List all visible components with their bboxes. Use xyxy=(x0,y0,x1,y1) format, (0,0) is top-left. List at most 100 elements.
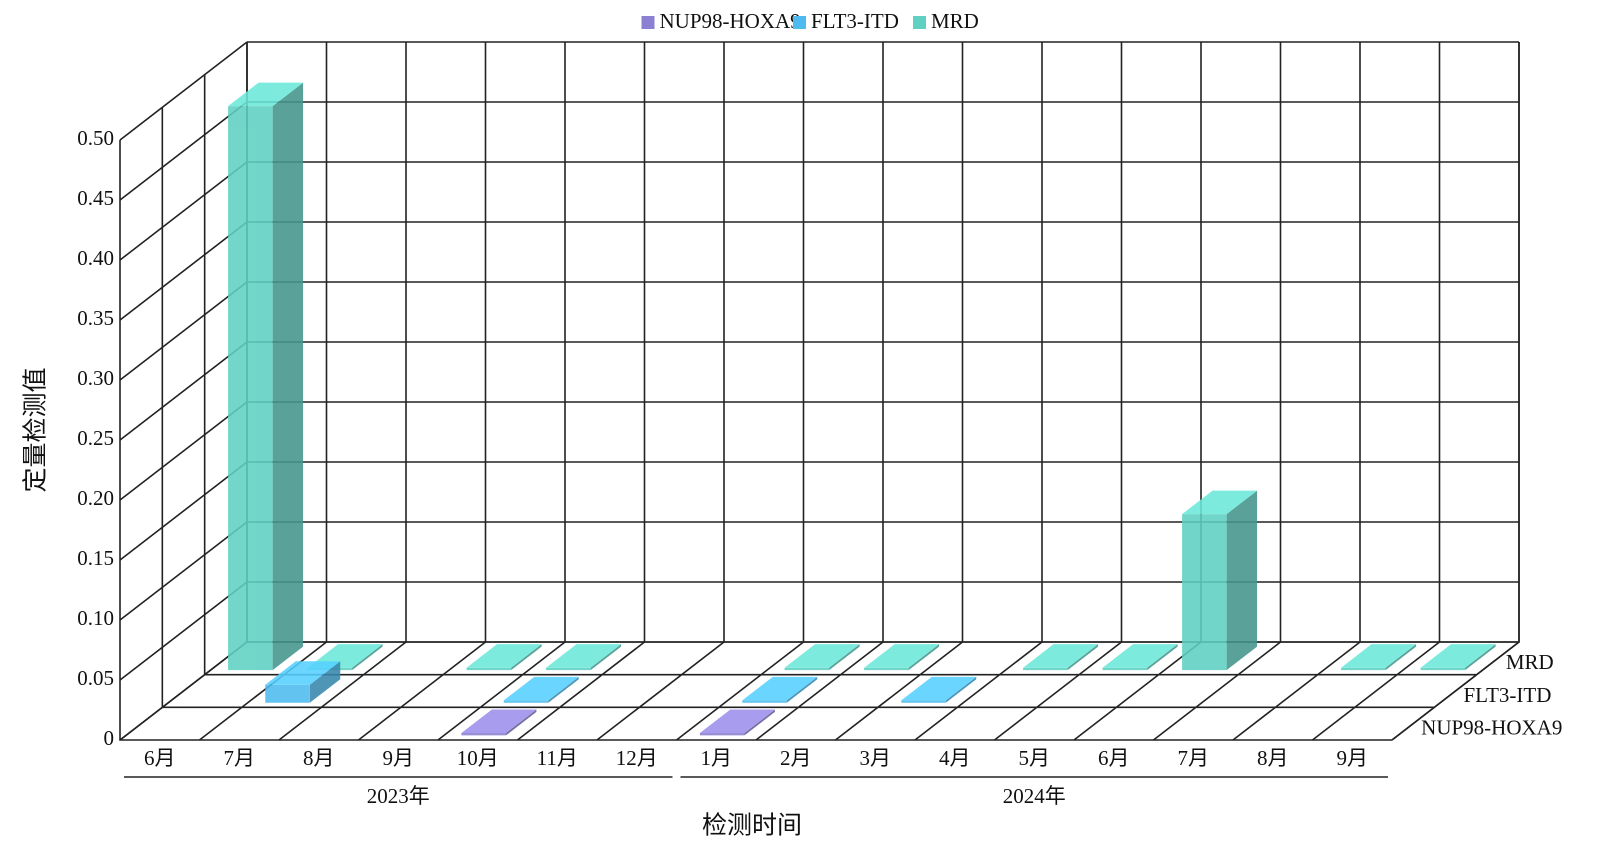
bar-front xyxy=(699,733,745,736)
bar-front xyxy=(1341,667,1386,671)
bar-side xyxy=(744,709,775,736)
bar-top xyxy=(1420,644,1496,668)
grid-line xyxy=(119,461,248,561)
y-tick-label: 0.25 xyxy=(77,426,114,450)
x-tick-label: 6月 xyxy=(144,746,176,770)
y-tick-label: 0.15 xyxy=(77,546,114,570)
bar-front xyxy=(265,684,310,703)
x-group-label: 2024年 xyxy=(1003,784,1066,808)
y-tick-label: 0.35 xyxy=(77,306,114,330)
legend-label: MRD xyxy=(931,9,979,33)
x-group-label: 2023年 xyxy=(367,784,430,808)
bar-side xyxy=(1226,490,1258,671)
x-tick-label: 2月 xyxy=(780,746,812,770)
bar-side xyxy=(1147,644,1178,671)
bar xyxy=(466,644,542,671)
y-tick-label: 0.40 xyxy=(77,246,114,270)
y-tick-label: 0.20 xyxy=(77,486,114,510)
floor-column-line xyxy=(994,641,1122,741)
legend-swatch xyxy=(913,16,926,29)
floor-column-line xyxy=(676,641,804,741)
depth-axis-label: FLT3-ITD xyxy=(1464,683,1552,707)
x-tick-label: 7月 xyxy=(224,746,256,770)
bar-top xyxy=(864,644,940,668)
x-tick-label: 8月 xyxy=(1257,746,1289,770)
floor-column-line xyxy=(517,641,645,741)
grid-line xyxy=(119,281,248,381)
bar-top xyxy=(466,644,542,668)
bar-front xyxy=(1420,667,1466,671)
grid-line xyxy=(119,521,248,621)
bar xyxy=(699,709,775,736)
grid-line xyxy=(119,581,248,681)
grid-line xyxy=(119,101,248,201)
bar xyxy=(503,676,579,703)
bar xyxy=(1182,490,1258,671)
legend-swatch xyxy=(793,16,806,29)
bar-top xyxy=(784,644,860,668)
bar-side xyxy=(829,644,860,671)
bar-top xyxy=(503,676,579,701)
bar-front xyxy=(901,700,946,703)
x-tick-label: 7月 xyxy=(1178,746,1210,770)
grid-line xyxy=(119,341,248,441)
grid-line xyxy=(119,641,248,741)
bar xyxy=(461,709,537,736)
floor-column-line xyxy=(1153,641,1281,741)
depth-axis-label: MRD xyxy=(1506,650,1554,674)
bar-front xyxy=(466,667,512,671)
bar-side xyxy=(272,82,304,671)
bar-top xyxy=(265,661,341,685)
y-tick-label: 0.10 xyxy=(77,606,114,630)
bar-front xyxy=(864,667,909,671)
y-tick-label: 0.45 xyxy=(77,186,114,210)
bar-side xyxy=(1385,644,1417,671)
floor-column-line xyxy=(1073,641,1202,741)
floor-column-line xyxy=(914,641,1043,741)
bar-side xyxy=(908,644,940,671)
bar xyxy=(1102,644,1178,671)
bar-front xyxy=(1102,667,1148,671)
x-tick-label: 11月 xyxy=(537,746,578,770)
bar-top xyxy=(228,82,304,107)
x-tick-label: 12月 xyxy=(616,746,658,770)
floor-column-line xyxy=(1232,641,1361,741)
bar-top xyxy=(742,676,818,701)
legend-label: NUP98-HOXA9 xyxy=(660,9,801,33)
legend-label: FLT3-ITD xyxy=(811,9,899,33)
bar-top xyxy=(699,709,775,734)
floor-column-line xyxy=(596,641,725,741)
floor-column-line xyxy=(199,641,327,741)
bar-top xyxy=(1341,644,1417,668)
x-tick-label: 1月 xyxy=(701,746,733,770)
floor-column-line xyxy=(437,641,566,741)
floor-column-line xyxy=(278,641,407,741)
bar xyxy=(1341,644,1417,671)
bar-side xyxy=(511,644,542,671)
bar xyxy=(1420,644,1496,671)
bar-front xyxy=(784,667,830,671)
floor-column-line xyxy=(1312,641,1440,741)
bar xyxy=(742,676,818,703)
x-tick-label: 8月 xyxy=(303,746,335,770)
y-tick-label: 0.30 xyxy=(77,366,114,390)
floor-column-line xyxy=(1391,641,1520,741)
depth-axis-label: NUP98-HOXA9 xyxy=(1421,715,1562,739)
x-tick-label: 5月 xyxy=(1019,746,1051,770)
bar xyxy=(784,644,860,671)
bar-side xyxy=(548,676,579,703)
bar-side xyxy=(505,709,537,736)
bar-side xyxy=(945,676,977,703)
bar-top xyxy=(1182,490,1258,515)
bar-front xyxy=(546,667,591,671)
bar xyxy=(901,676,977,703)
x-axis-title: 检测时间 xyxy=(702,812,802,840)
y-tick-label: 0.05 xyxy=(77,666,114,690)
bar xyxy=(546,644,622,671)
bar-top xyxy=(461,709,537,734)
bar-top xyxy=(1023,644,1099,668)
x-tick-label: 10月 xyxy=(457,746,499,770)
x-tick-label: 3月 xyxy=(860,746,892,770)
